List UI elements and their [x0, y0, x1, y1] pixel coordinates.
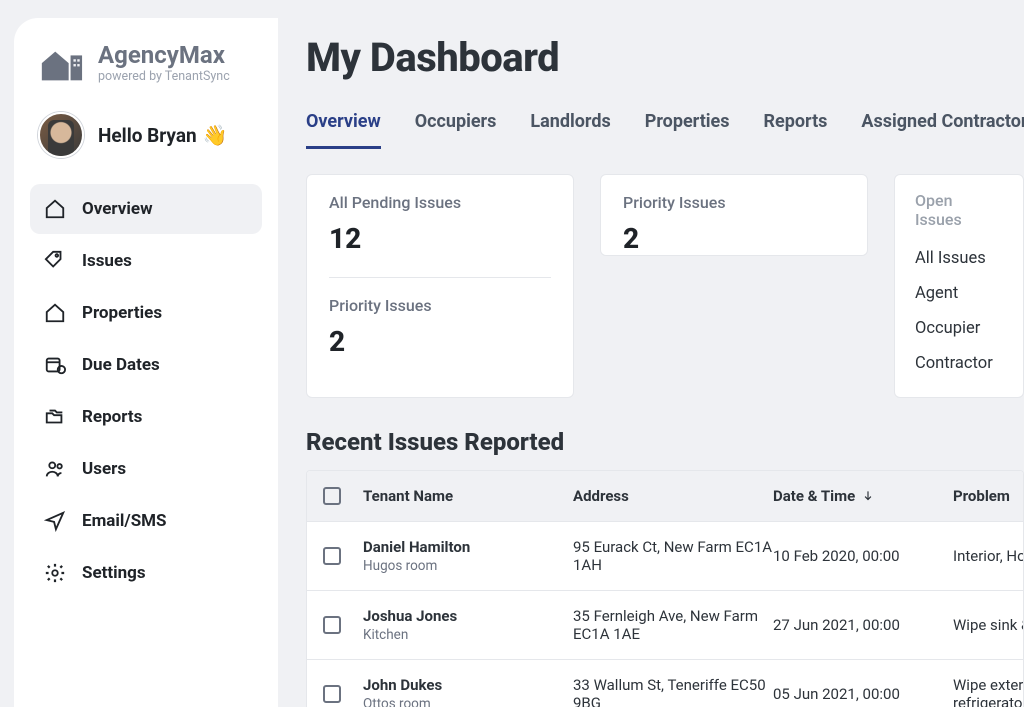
open-issues-option[interactable]: Occupier	[915, 311, 1003, 346]
row-checkbox[interactable]	[323, 547, 341, 565]
sidebar-item-label: Due Dates	[82, 355, 160, 375]
tabs: Overview Occupiers Landlords Properties …	[306, 105, 1024, 150]
stat-label: Priority Issues	[623, 193, 845, 212]
stat-label: Priority Issues	[329, 296, 551, 315]
table-header: Tenant Name Address Date & Time Problem	[307, 471, 1023, 521]
sidebar-item-label: Issues	[82, 251, 132, 271]
row-problem: Interior, Hob	[953, 547, 1024, 565]
col-datetime[interactable]: Date & Time	[773, 487, 953, 505]
open-issues-option[interactable]: Contractor	[915, 346, 1003, 381]
sidebar-item-issues[interactable]: Issues	[30, 236, 262, 286]
tab-reports[interactable]: Reports	[764, 105, 828, 149]
home-outline-icon	[44, 302, 66, 324]
table-row[interactable]: John Dukes Ottos room 33 Wallum St, Tene…	[307, 659, 1023, 707]
tab-properties[interactable]: Properties	[645, 105, 730, 149]
open-issues-option[interactable]: Agent	[915, 276, 1003, 311]
page-title: My Dashboard	[306, 34, 1024, 81]
row-checkbox[interactable]	[323, 685, 341, 703]
send-icon	[44, 510, 66, 532]
recent-issues-title: Recent Issues Reported	[306, 428, 1024, 456]
row-address: 35 Fernleigh Ave, New Farm EC1A 1AE	[573, 607, 773, 643]
divider	[329, 277, 551, 278]
stat-label: All Pending Issues	[329, 193, 551, 212]
brand-logo-icon	[38, 42, 84, 84]
tenant-sub: Kitchen	[363, 627, 573, 643]
folders-icon	[44, 406, 66, 428]
brand-name: AgencyMax	[98, 42, 230, 68]
tab-occupiers[interactable]: Occupiers	[415, 105, 497, 149]
stat-card-pending: All Pending Issues 12 Priority Issues 2	[306, 174, 574, 398]
sidebar-item-label: Properties	[82, 303, 162, 323]
sidebar-item-due-dates[interactable]: Due Dates	[30, 340, 262, 390]
tab-overview[interactable]: Overview	[306, 105, 381, 149]
sort-down-icon	[861, 489, 875, 503]
tab-landlords[interactable]: Landlords	[530, 105, 610, 149]
recent-issues-table: Tenant Name Address Date & Time Problem …	[306, 470, 1024, 707]
row-datetime: 05 Jun 2021, 00:00	[773, 685, 953, 703]
open-issues-card: Open Issues All Issues Agent Occupier Co…	[894, 174, 1024, 398]
tags-icon	[44, 250, 66, 272]
user-greeting-row: Hello Bryan 👋	[14, 102, 278, 178]
gear-icon	[44, 562, 66, 584]
open-issues-header: Open Issues	[915, 191, 1003, 229]
select-all-checkbox[interactable]	[323, 487, 341, 505]
sidebar-item-overview[interactable]: Overview	[30, 184, 262, 234]
sidebar-item-properties[interactable]: Properties	[30, 288, 262, 338]
col-problem[interactable]: Problem	[953, 487, 1024, 505]
stat-value: 12	[329, 222, 551, 255]
row-address: 33 Wallum St, Teneriffe EC50 9BG	[573, 676, 773, 707]
col-tenant[interactable]: Tenant Name	[363, 487, 573, 505]
tenant-sub: Hugos room	[363, 558, 573, 574]
row-datetime: 27 Jun 2021, 00:00	[773, 616, 953, 634]
sidebar-item-reports[interactable]: Reports	[30, 392, 262, 442]
stat-cards-row: All Pending Issues 12 Priority Issues 2 …	[306, 174, 1024, 398]
col-address[interactable]: Address	[573, 487, 773, 505]
tenant-name: Joshua Jones	[363, 607, 573, 625]
greeting-text: Hello Bryan	[98, 124, 197, 147]
sidebar-item-email-sms[interactable]: Email/SMS	[30, 496, 262, 546]
sidebar-item-label: Email/SMS	[82, 511, 167, 531]
tab-assigned-contractors[interactable]: Assigned Contractors	[861, 105, 1024, 149]
row-problem: Wipe sink &	[953, 616, 1024, 634]
table-row[interactable]: Daniel Hamilton Hugos room 95 Eurack Ct,…	[307, 521, 1023, 590]
stat-value: 2	[329, 325, 551, 358]
row-problem: Wipe exteric refrigerator a	[953, 676, 1024, 707]
col-datetime-label: Date & Time	[773, 487, 855, 505]
sidebar-item-label: Reports	[82, 407, 142, 427]
tenant-name: John Dukes	[363, 676, 573, 694]
sidebar-item-label: Overview	[82, 199, 153, 219]
row-datetime: 10 Feb 2020, 00:00	[773, 547, 953, 565]
sidebar-item-label: Users	[82, 459, 126, 479]
open-issues-option[interactable]: All Issues	[915, 241, 1003, 276]
sidebar-item-settings[interactable]: Settings	[30, 548, 262, 598]
users-icon	[44, 458, 66, 480]
home-outline-icon	[44, 198, 66, 220]
sidebar-item-label: Settings	[82, 563, 146, 583]
sidebar-item-users[interactable]: Users	[30, 444, 262, 494]
wave-icon: 👋	[203, 123, 228, 147]
brand-tagline: powered by TenantSync	[98, 69, 230, 84]
avatar[interactable]	[38, 112, 84, 158]
row-address: 95 Eurack Ct, New Farm EC1A 1AH	[573, 538, 773, 574]
table-row[interactable]: Joshua Jones Kitchen 35 Fernleigh Ave, N…	[307, 590, 1023, 659]
brand: AgencyMax powered by TenantSync	[14, 42, 278, 102]
sidebar: AgencyMax powered by TenantSync Hello Br…	[14, 18, 278, 707]
stat-value: 2	[623, 222, 845, 255]
sidebar-nav: Overview Issues Properties Due Dates Rep…	[14, 178, 278, 598]
calendar-badge-icon	[44, 354, 66, 376]
main: My Dashboard Overview Occupiers Landlord…	[278, 0, 1024, 707]
stat-card-priority: Priority Issues 2	[600, 174, 868, 256]
tenant-sub: Ottos room	[363, 696, 573, 707]
tenant-name: Daniel Hamilton	[363, 538, 573, 556]
row-checkbox[interactable]	[323, 616, 341, 634]
